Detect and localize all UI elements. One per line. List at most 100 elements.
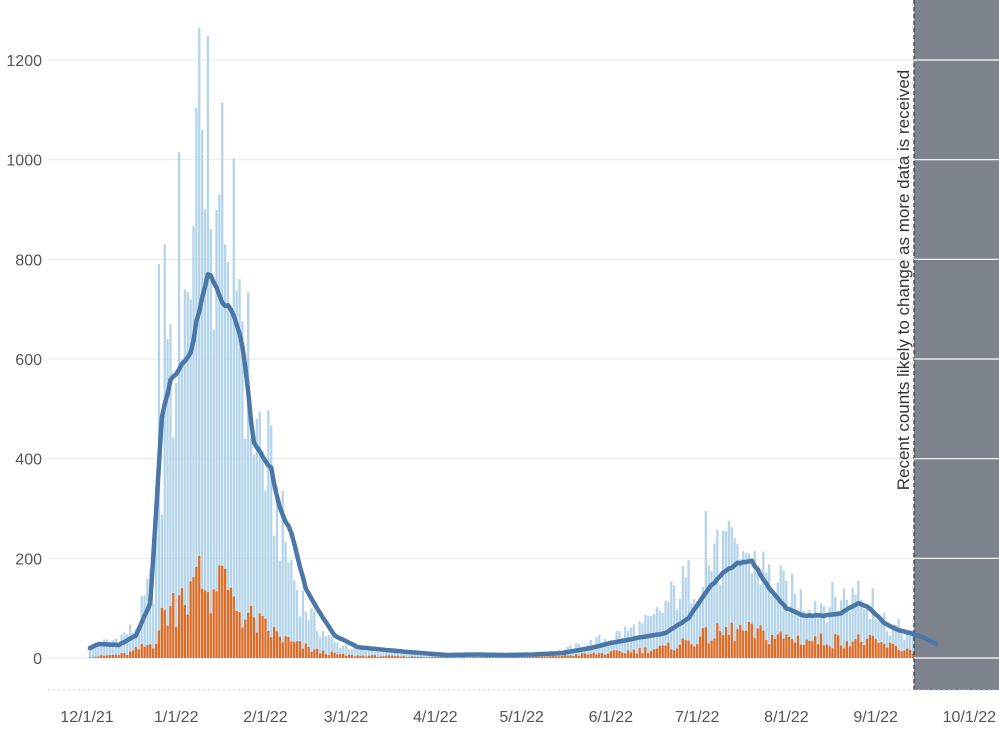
bar: [163, 610, 166, 658]
bar: [572, 655, 575, 658]
bar: [166, 625, 169, 658]
bar: [229, 587, 233, 658]
bar: [215, 591, 218, 658]
bar: [845, 599, 849, 658]
bar: [612, 650, 615, 658]
bar: [249, 606, 253, 658]
bar: [402, 655, 405, 658]
x-tick-label: 1/1/22: [154, 709, 199, 726]
bar: [652, 649, 656, 658]
bar: [416, 656, 420, 658]
bar: [111, 654, 115, 658]
bar: [831, 648, 834, 658]
bar: [673, 585, 676, 658]
bar: [226, 590, 230, 658]
bar: [606, 641, 610, 658]
x-axis-ticks: 12/1/21 1/1/22 2/1/22 3/1/22 4/1/22 5/1/22 6/1…: [60, 709, 996, 726]
bar: [166, 339, 169, 658]
bar: [822, 645, 825, 658]
bar: [376, 649, 379, 658]
bar: [886, 647, 889, 658]
bar: [255, 418, 258, 658]
bar: [655, 648, 659, 658]
bar: [883, 612, 886, 658]
bar: [560, 655, 564, 658]
bar: [413, 652, 417, 658]
bar: [333, 641, 336, 658]
bar: [526, 656, 529, 658]
bar: [362, 655, 365, 658]
bar: [626, 650, 630, 658]
bar: [198, 27, 201, 659]
bar: [408, 656, 411, 658]
bar: [238, 612, 241, 658]
bar: [742, 551, 745, 658]
bar: [724, 627, 728, 658]
bar: [894, 624, 897, 658]
bar: [114, 638, 117, 658]
bar: [94, 656, 97, 658]
bar: [586, 644, 589, 658]
bar: [713, 638, 716, 658]
bar: [632, 649, 636, 658]
bar: [719, 584, 722, 658]
bar: [670, 581, 673, 658]
bar: [880, 642, 883, 658]
bar: [117, 655, 120, 658]
bar: [788, 612, 791, 658]
bar: [298, 616, 302, 658]
bar: [428, 657, 431, 658]
bar: [169, 606, 172, 658]
bar: [555, 656, 558, 658]
bar: [851, 641, 854, 658]
bar: [667, 642, 670, 658]
bar: [796, 635, 800, 658]
bar: [103, 639, 106, 658]
bar: [129, 651, 132, 658]
bar: [376, 656, 379, 658]
bar: [598, 653, 601, 658]
bar: [624, 653, 627, 658]
bar: [880, 617, 883, 658]
bar: [126, 655, 129, 658]
bar: [281, 490, 284, 658]
bar: [595, 654, 598, 658]
bar: [431, 656, 434, 658]
bar: [883, 643, 886, 658]
bar: [365, 650, 368, 658]
bar: [863, 609, 866, 658]
bar: [756, 628, 759, 658]
bar: [460, 657, 463, 658]
bar: [275, 486, 279, 658]
bar: [241, 321, 244, 658]
bar: [120, 634, 123, 658]
bar: [108, 641, 112, 658]
bar: [793, 593, 797, 658]
bar: [247, 292, 250, 658]
bar: [310, 608, 313, 658]
bar: [108, 655, 112, 658]
bar: [825, 644, 828, 658]
bar: [661, 645, 664, 658]
bar: [805, 639, 808, 658]
bar: [310, 651, 313, 658]
bar: [336, 642, 339, 658]
bar: [327, 634, 330, 658]
bar: [379, 653, 382, 658]
bar: [759, 625, 762, 658]
bar: [321, 650, 325, 658]
bar: [603, 654, 607, 658]
bar: [874, 639, 877, 658]
bar: [203, 209, 207, 658]
bar: [635, 638, 638, 658]
bar: [379, 656, 382, 658]
bar: [805, 612, 808, 658]
bar: [906, 648, 909, 658]
bar: [261, 615, 264, 658]
bar: [209, 229, 212, 658]
bar: [891, 624, 895, 658]
bar: [730, 527, 733, 658]
bar: [543, 656, 546, 658]
bar: [621, 637, 624, 658]
bar: [822, 606, 825, 658]
